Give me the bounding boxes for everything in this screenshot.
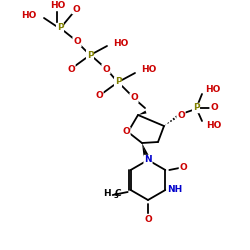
Polygon shape [138, 110, 146, 115]
Text: O: O [180, 164, 187, 172]
Text: H: H [103, 190, 111, 198]
Text: HO: HO [22, 10, 37, 20]
Text: HO: HO [113, 38, 128, 48]
Polygon shape [142, 143, 146, 156]
Polygon shape [142, 143, 150, 158]
Text: NH: NH [167, 186, 182, 194]
Text: O: O [72, 4, 80, 14]
Text: HO: HO [205, 84, 220, 94]
Text: O: O [144, 214, 152, 224]
Text: HO: HO [50, 2, 66, 11]
Text: C: C [115, 190, 121, 198]
Text: O: O [73, 38, 81, 46]
Text: P: P [57, 24, 63, 32]
Text: O: O [130, 94, 138, 102]
Text: O: O [122, 128, 130, 136]
Text: P: P [87, 50, 93, 59]
Text: O: O [102, 64, 110, 74]
Text: O: O [67, 64, 75, 74]
Text: P: P [193, 104, 199, 112]
Text: P: P [115, 78, 121, 86]
Text: O: O [177, 110, 185, 120]
Text: 3: 3 [114, 194, 118, 200]
Text: HO: HO [141, 66, 156, 74]
Text: HO: HO [206, 120, 222, 130]
Text: O: O [95, 92, 103, 100]
Text: N: N [144, 156, 152, 164]
Text: O: O [210, 104, 218, 112]
